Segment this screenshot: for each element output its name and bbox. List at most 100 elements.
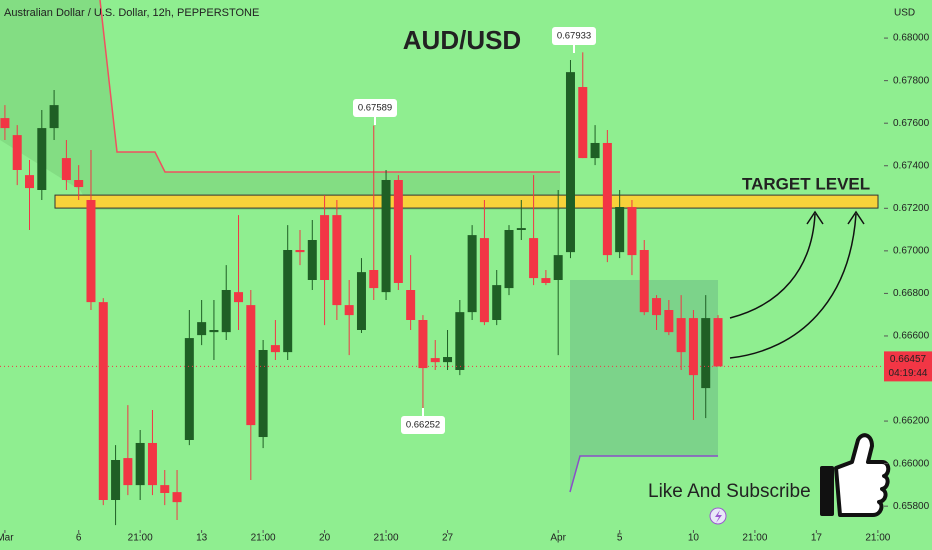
annotation-box: [552, 27, 596, 45]
candle-body: [283, 250, 293, 353]
candle-body: [49, 105, 59, 129]
x-tick-label: 21:00: [742, 533, 767, 544]
countdown-label: 04:19:44: [889, 368, 928, 379]
candle-body: [615, 207, 625, 253]
candle-body: [98, 302, 108, 500]
candle-body: [184, 338, 194, 440]
candle-body: [492, 285, 502, 320]
candle-body: [676, 318, 686, 353]
x-tick-label: Apr: [550, 533, 566, 544]
x-tick-label: 10: [688, 533, 700, 544]
candle-body: [381, 180, 391, 293]
candle-body: [111, 460, 121, 500]
y-tick-label: 0.68000: [893, 33, 930, 44]
candle-body: [590, 142, 600, 159]
arrow-head: [847, 210, 865, 225]
candle-body: [172, 492, 182, 503]
y-tick-label: 0.67200: [893, 203, 930, 214]
candle-body: [295, 250, 305, 253]
thumbs-up-icon: [820, 433, 891, 517]
candle-body: [209, 330, 219, 333]
candle-body: [74, 180, 84, 188]
y-tick-label: 0.67600: [893, 118, 930, 129]
candle-body: [602, 142, 612, 256]
x-tick-label: 20: [319, 533, 331, 544]
chart-header: Australian Dollar / U.S. Dollar, 12h, PE…: [4, 7, 259, 19]
candle-body: [37, 128, 47, 190]
y-tick-label: 0.66000: [893, 458, 930, 469]
candle-body: [504, 230, 514, 289]
arrow-head: [806, 210, 824, 225]
x-tick-label: Mar: [0, 533, 14, 544]
x-tick-label: 6: [76, 533, 82, 544]
y-tick-label: 0.66200: [893, 416, 930, 427]
candle-body: [541, 278, 551, 283]
candle-body: [0, 118, 10, 129]
candle-body: [135, 442, 145, 486]
x-tick-label: 5: [617, 533, 623, 544]
candle-body: [393, 180, 403, 283]
candle-body: [578, 87, 588, 159]
candle-body: [270, 345, 280, 353]
x-tick-label: 21:00: [251, 533, 276, 544]
candle-body: [320, 215, 330, 280]
target-label: TARGET LEVEL: [742, 174, 870, 193]
candle-body: [529, 238, 539, 279]
candle-body: [406, 290, 416, 320]
annotation-box: [401, 416, 445, 434]
y-tick-label: 0.66800: [893, 288, 930, 299]
candle-body: [197, 322, 207, 336]
candle-body: [516, 228, 526, 230]
x-tick-label: 17: [811, 533, 823, 544]
candle-body: [467, 235, 477, 313]
plot-area: [0, 52, 879, 526]
x-tick-label: 21:00: [865, 533, 890, 544]
candle-body: [12, 135, 22, 170]
x-tick-label: 27: [442, 533, 454, 544]
candle-body: [455, 312, 465, 370]
annotation-box: [353, 99, 397, 117]
candle-body: [234, 292, 244, 303]
candle-body: [369, 270, 379, 289]
lightning-icon: [715, 510, 722, 523]
indicator-line: [569, 455, 718, 493]
last-price-box: [884, 351, 932, 382]
x-tick-label: 21:00: [128, 533, 153, 544]
arrow: [729, 213, 816, 319]
candle-body: [61, 158, 71, 180]
candle-body: [86, 200, 96, 303]
candle-body: [713, 318, 723, 367]
indicator-area: [0, 0, 560, 210]
y-tick-label: 0.66600: [893, 331, 930, 342]
candle-body: [307, 240, 317, 280]
candle-body: [258, 350, 268, 438]
cta-text: Like And Subscribe: [648, 481, 811, 502]
candle-body: [430, 358, 440, 363]
candle-body: [418, 320, 428, 369]
y-axis-label: USD: [894, 8, 915, 19]
candle-body: [627, 207, 637, 256]
arrow: [729, 213, 857, 359]
candle-body: [246, 305, 256, 426]
annotation: 0.67933: [557, 31, 591, 42]
candle-body: [221, 290, 231, 333]
candle-body: [147, 442, 157, 486]
last-price-label: 0.66457: [890, 354, 927, 365]
candle-body: [479, 238, 489, 323]
candle-body: [652, 298, 662, 316]
candle-body: [639, 250, 649, 313]
candle-body: [701, 318, 711, 389]
y-tick-label: 0.67400: [893, 160, 930, 171]
candle-body: [344, 305, 354, 316]
annotation: 0.67589: [358, 103, 392, 114]
x-tick-label: 21:00: [374, 533, 399, 544]
candle-body: [553, 255, 563, 280]
annotation: 0.66252: [406, 420, 440, 431]
candle-body: [443, 357, 453, 363]
candle-body: [25, 175, 35, 189]
candle-body: [664, 310, 674, 333]
candle-body: [332, 215, 342, 306]
y-tick-label: 0.67800: [893, 75, 930, 86]
candle-body: [123, 458, 133, 486]
